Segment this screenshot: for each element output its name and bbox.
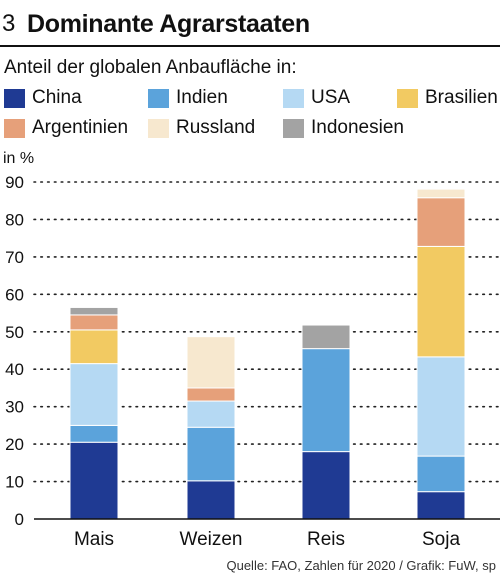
- figure-number: 3: [2, 10, 16, 37]
- y-tick-80: 80: [5, 210, 24, 229]
- bar-mais-indonesien: [69, 306, 119, 316]
- legend-swatch-indonesien: [283, 119, 304, 138]
- y-tick-90: 90: [5, 173, 24, 192]
- bar-stack-reis: [301, 324, 351, 520]
- bar-reis-indien: [301, 348, 351, 453]
- bar-weizen-china: [186, 480, 236, 520]
- bar-soja-argentinien: [416, 197, 466, 247]
- y-tick-10: 10: [5, 473, 24, 492]
- y-tick-50: 50: [5, 323, 24, 342]
- x-tick-weizen: Weizen: [179, 529, 242, 550]
- bars: [69, 188, 466, 520]
- bar-weizen-indien: [186, 426, 236, 482]
- legend-label-china: China: [32, 87, 82, 108]
- legend-swatch-argentinien: [4, 119, 25, 138]
- y-tick-0: 0: [15, 510, 24, 529]
- chart-title: Dominante Agrarstaaten: [27, 10, 310, 38]
- legend-label-brasilien: Brasilien: [425, 87, 498, 108]
- y-tick-labels: 0 10 20 30 40 50 60 70 80 90: [5, 173, 24, 529]
- y-axis-label: in %: [3, 150, 34, 167]
- figure-header: 3 Dominante Agrarstaaten: [0, 6, 500, 40]
- x-tick-labels: Mais Weizen Reis Soja: [74, 529, 461, 550]
- bar-soja-indien: [416, 455, 466, 493]
- bar-soja-brasilien: [416, 245, 466, 358]
- y-tick-70: 70: [5, 248, 24, 267]
- x-tick-reis: Reis: [307, 529, 345, 550]
- bar-stack-mais: [69, 306, 119, 520]
- bar-mais-china: [69, 441, 119, 520]
- x-tick-mais: Mais: [74, 529, 114, 550]
- bar-mais-brasilien: [69, 329, 119, 365]
- x-tick-soja: Soja: [422, 529, 460, 550]
- y-tick-30: 30: [5, 398, 24, 417]
- legend-label-indien: Indien: [176, 87, 228, 108]
- bar-mais-usa: [69, 363, 119, 426]
- title-rule: [0, 45, 500, 47]
- y-tick-20: 20: [5, 435, 24, 454]
- legend-swatch-russland: [148, 119, 169, 138]
- bar-mais-indien: [69, 424, 119, 443]
- legend-label-argentinien: Argentinien: [32, 117, 129, 138]
- legend-swatch-usa: [283, 89, 304, 108]
- bar-soja-russland: [416, 188, 466, 199]
- bar-mais-argentinien: [69, 314, 119, 331]
- bar-stack-soja: [416, 188, 466, 520]
- legend-label-indonesien: Indonesien: [311, 117, 404, 138]
- chart-subtitle: Anteil der globalen Anbaufläche in:: [4, 57, 297, 78]
- legend-swatch-brasilien: [397, 89, 418, 108]
- y-tick-60: 60: [5, 285, 24, 304]
- source-note: Quelle: FAO, Zahlen für 2020 / Grafik: F…: [226, 558, 496, 573]
- legend-swatch-indien: [148, 89, 169, 108]
- legend-label-russland: Russland: [176, 117, 256, 138]
- legend-label-usa: USA: [311, 87, 351, 108]
- y-tick-40: 40: [5, 360, 24, 379]
- bar-weizen-usa: [186, 400, 236, 428]
- bar-weizen-russland: [186, 336, 236, 389]
- bar-reis-indonesien: [301, 324, 351, 350]
- bar-stack-weizen: [186, 336, 236, 520]
- bar-weizen-argentinien: [186, 387, 236, 402]
- legend-swatch-china: [4, 89, 25, 108]
- bar-reis-china: [301, 451, 351, 520]
- bar-soja-china: [416, 491, 466, 520]
- bar-soja-usa: [416, 356, 466, 457]
